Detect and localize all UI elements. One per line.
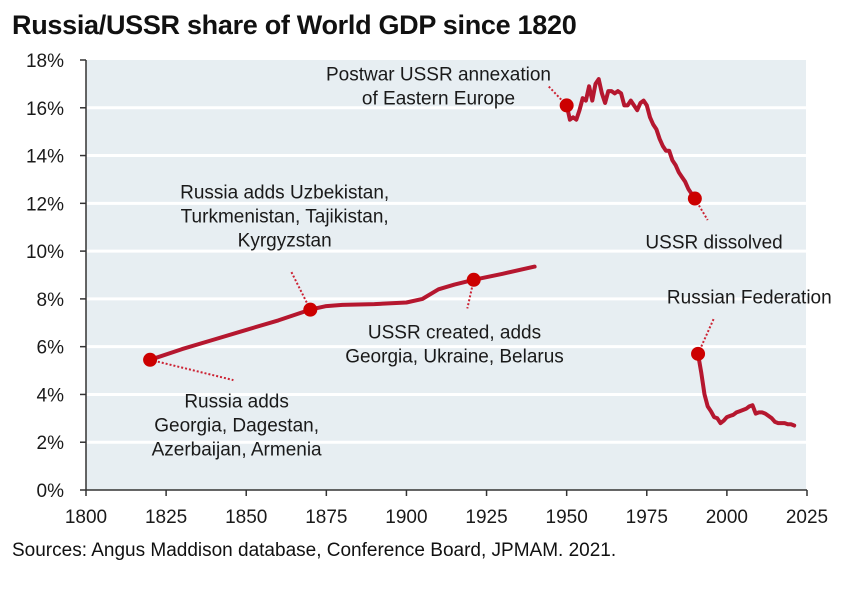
x-axis-ticks: 1800 1825 1850 1875 1900 1925 1950 1975 2000 2025 [65,490,828,528]
x-tick-label: 1975 [626,507,668,528]
event-marker [691,346,706,361]
annotation-text: Russia adds Uzbekistan, Turkmenistan, Taj… [180,183,389,252]
annotation-line: USSR dissolved [645,233,782,254]
annotation-line: Russian Federation [667,288,832,309]
annotations: Russia adds Georgia, Dagestan, Azerbaijan,… [152,64,832,460]
event-markers [143,98,706,367]
annotation-text: Postwar USSR annexation of Eastern Europe [326,64,551,109]
event-marker [559,98,574,113]
y-tick-label: 14% [26,147,64,168]
x-tick-label: 1800 [65,507,107,528]
series-line-ussr [564,77,697,201]
annotation-leader [697,317,715,355]
source-note: Sources: Angus Maddison database, Confer… [12,540,617,561]
x-tick-label: 1875 [305,507,347,528]
y-tick-label: 10% [26,242,64,263]
annotation-text: USSR dissolved [645,233,782,254]
annotation-text: Russia adds Georgia, Dagestan, Azerbaijan,… [152,392,322,461]
chart-title: Russia/USSR share of World GDP since 182… [12,10,577,40]
annotation-line: of Eastern Europe [362,88,515,109]
event-marker [687,191,702,206]
event-marker [466,272,481,287]
annotation-line: Kyrgyzstan [238,231,332,252]
annotation-line: Georgia, Ukraine, Belarus [345,346,564,367]
annotation-line: Georgia, Dagestan, [154,416,319,437]
axes [85,60,807,491]
annotation-text: USSR created, adds Georgia, Ukraine, Bela… [345,322,564,367]
annotation-text: Russian Federation [667,288,832,309]
event-marker [143,352,158,367]
y-tick-label: 2% [37,433,65,454]
x-tick-label: 1950 [546,507,588,528]
event-marker [303,302,318,317]
x-tick-label: 1925 [465,507,507,528]
plot-area-background [86,60,806,490]
y-tick-label: 8% [37,290,65,311]
x-tick-label: 1850 [225,507,267,528]
x-tick-label: 1825 [145,507,187,528]
gridlines [86,106,806,444]
annotation-line: USSR created, adds [368,322,541,343]
series-lines [148,77,797,428]
annotation-line: Azerbaijan, Armenia [152,440,322,461]
series-line-russia-pre-ussr- [148,264,537,362]
y-axis-ticks: 0% 2% 4% 6% 8% 10% 12% 14% 16% 18% [26,51,86,502]
series-line-russian-federation [696,351,797,428]
annotation-leader [290,270,312,311]
y-tick-label: 0% [37,481,65,502]
y-tick-label: 6% [37,338,65,359]
x-tick-label: 1900 [385,507,427,528]
y-tick-label: 18% [26,51,64,72]
x-tick-label: 2000 [706,507,748,528]
y-tick-label: 12% [26,194,64,215]
x-tick-label: 2025 [786,507,828,528]
y-tick-label: 16% [26,99,64,120]
annotation-line: Russia adds [184,392,289,413]
annotation-line: Turkmenistan, Tajikistan, [181,207,389,228]
annotation-line: Postwar USSR annexation [326,64,551,85]
annotation-line: Russia adds Uzbekistan, [180,183,389,204]
y-tick-label: 4% [37,385,65,406]
